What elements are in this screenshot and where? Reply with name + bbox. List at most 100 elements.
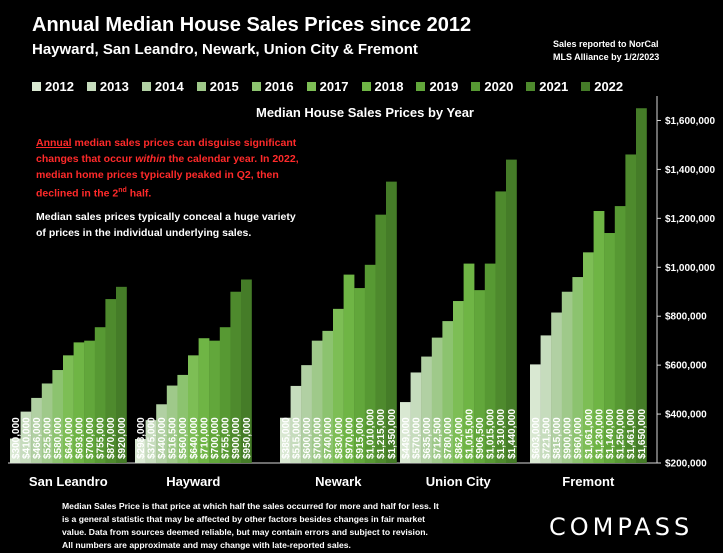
bar-value-label: $580,000 bbox=[53, 417, 64, 459]
bar-union-city-2014 bbox=[421, 356, 432, 463]
bar-hayward-2021 bbox=[230, 291, 242, 463]
note-text-2: the calendar year. In 2022, median home … bbox=[36, 153, 299, 200]
note-superscript: nd bbox=[118, 187, 127, 194]
bar-value-label: $516,500 bbox=[168, 417, 179, 459]
bar-value-label: $603,000 bbox=[531, 417, 542, 459]
bar-value-label: $1,250,000 bbox=[616, 409, 627, 459]
footer-disclaimer: Median Sales Price is that price at whic… bbox=[62, 500, 502, 552]
bar-hayward-2022 bbox=[241, 279, 252, 463]
bar-san-leandro-2014 bbox=[31, 397, 42, 463]
bar-fremont-2014 bbox=[551, 312, 562, 463]
bar-value-label: $700,000 bbox=[313, 417, 324, 459]
bar-san-leandro-2021 bbox=[105, 299, 117, 463]
legend-label: 2013 bbox=[99, 79, 129, 94]
bar-value-label: $900,000 bbox=[231, 417, 242, 459]
legend-swatch bbox=[251, 82, 261, 91]
chart-legend: 2012 2013 2014 2015 2016 2017 2018 2019 2020 2021… bbox=[32, 79, 636, 94]
legend-swatch bbox=[416, 82, 426, 91]
legend-item-2015: 2015 bbox=[196, 79, 239, 94]
legend-item-2013: 2013 bbox=[86, 79, 129, 94]
legend-item-2014: 2014 bbox=[141, 79, 184, 94]
bar-union-city-2018 bbox=[463, 263, 475, 463]
bar-san-leandro-2013 bbox=[20, 411, 32, 463]
bar-fremont-2012 bbox=[530, 364, 541, 463]
bar-newark-2022 bbox=[386, 181, 397, 463]
bar-value-label: $515,000 bbox=[291, 417, 302, 459]
bar-value-label: $1,061,000 bbox=[584, 409, 595, 459]
bar-union-city-2020 bbox=[484, 263, 496, 463]
y-tick-label: $1,000,000 bbox=[665, 263, 715, 274]
variety-note: Median sales prices typically conceal a … bbox=[36, 211, 296, 239]
bar-value-label: $693,000 bbox=[74, 417, 85, 459]
bar-hayward-2015 bbox=[166, 385, 178, 463]
bar-value-label: $915,000 bbox=[355, 417, 366, 459]
legend-item-2017: 2017 bbox=[306, 79, 349, 94]
footer-line-4: All numbers are approximate and may chan… bbox=[62, 540, 351, 550]
bar-value-label: $1,215,000 bbox=[376, 409, 387, 459]
bar-fremont-2019 bbox=[604, 233, 615, 463]
bar-value-label: $721,500 bbox=[541, 417, 552, 459]
bar-newark-2014 bbox=[301, 365, 312, 463]
bar-san-leandro-2020 bbox=[94, 327, 106, 463]
y-tick-label: $800,000 bbox=[665, 312, 707, 323]
legend-item-2016: 2016 bbox=[251, 79, 294, 94]
bar-value-label: $960,000 bbox=[573, 417, 584, 459]
note-annual-word: Annual bbox=[36, 137, 72, 149]
bar-value-label: $1,140,000 bbox=[605, 409, 616, 459]
y-tick-label: $1,600,000 bbox=[665, 116, 715, 127]
page-title: Annual Median House Sales Prices since 2… bbox=[32, 14, 472, 36]
bar-fremont-2015 bbox=[561, 291, 573, 463]
bar-union-city-2013 bbox=[410, 372, 422, 463]
legend-item-2020: 2020 bbox=[471, 79, 513, 94]
bar-hayward-2013 bbox=[145, 420, 157, 463]
bar-union-city-2012 bbox=[400, 402, 411, 463]
bar-value-label: $906,500 bbox=[475, 417, 486, 459]
bar-san-leandro-2015 bbox=[41, 383, 53, 463]
bar-value-label: $712,500 bbox=[433, 417, 444, 459]
bar-value-label: $1,461,000 bbox=[626, 409, 637, 459]
bar-value-label: $1,350,000 bbox=[387, 409, 398, 459]
bar-fremont-2013 bbox=[540, 335, 552, 463]
bar-union-city-2015 bbox=[431, 337, 443, 463]
bar-value-label: $755,000 bbox=[96, 417, 107, 459]
legend-item-2022: 2022 bbox=[581, 79, 623, 94]
bar-value-label: $385,000 bbox=[281, 417, 292, 459]
legend-label: 2020 bbox=[484, 79, 514, 94]
bar-newark-2016 bbox=[322, 330, 334, 463]
bar-value-label: $710,000 bbox=[199, 417, 210, 459]
bar-newark-2015 bbox=[311, 340, 323, 463]
bar-value-label: $1,015,000 bbox=[464, 409, 475, 459]
bar-value-label: $740,000 bbox=[323, 417, 334, 459]
legend-label: 2016 bbox=[264, 79, 294, 94]
source-note: Sales reported to NorCal MLS Alliance by… bbox=[553, 38, 713, 64]
y-tick-label: $1,400,000 bbox=[665, 165, 715, 176]
bar-hayward-2018 bbox=[198, 338, 210, 463]
legend-item-2012: 2012 bbox=[32, 79, 74, 94]
bar-san-leandro-2018 bbox=[73, 342, 85, 463]
footer-line-1: Median Sales Price is that price at whic… bbox=[62, 501, 439, 511]
bar-value-label: $1,310,000 bbox=[496, 409, 507, 459]
bar-value-label: $862,000 bbox=[454, 417, 465, 459]
legend-swatch bbox=[471, 82, 481, 91]
legend-label: 2022 bbox=[594, 79, 624, 94]
legend-item-2018: 2018 bbox=[361, 79, 403, 94]
bar-newark-2017 bbox=[333, 308, 344, 463]
bar-union-city-2021 bbox=[495, 191, 507, 464]
bar-value-label: $1,650,000 bbox=[637, 409, 648, 459]
bar-value-label: $300,000 bbox=[11, 417, 22, 459]
category-label: Union City bbox=[426, 474, 492, 489]
bar-hayward-2020 bbox=[219, 327, 231, 463]
legend-label: 2021 bbox=[539, 79, 569, 94]
bar-value-label: $525,000 bbox=[43, 417, 54, 459]
legend-label: 2012 bbox=[45, 79, 74, 94]
note-text-1: median sales prices can disguise signifi… bbox=[36, 137, 297, 165]
bar-value-label: $298,000 bbox=[136, 417, 147, 459]
bar-san-leandro-2017 bbox=[63, 355, 74, 463]
bar-value-label: $440,000 bbox=[157, 417, 168, 459]
bar-hayward-2019 bbox=[209, 340, 220, 463]
bar-value-label: $600,000 bbox=[302, 417, 313, 459]
bar-newark-2020 bbox=[364, 264, 376, 463]
bar-newark-2021 bbox=[375, 214, 387, 463]
bar-value-label: $635,000 bbox=[422, 417, 433, 459]
